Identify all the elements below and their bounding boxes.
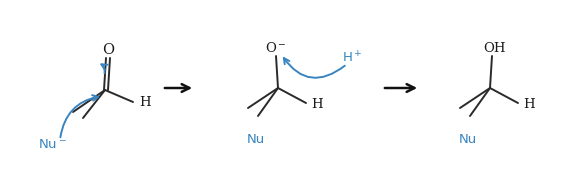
Text: OH: OH bbox=[483, 42, 505, 55]
Text: Nu: Nu bbox=[247, 133, 265, 146]
Text: O: O bbox=[102, 43, 114, 57]
Text: H: H bbox=[139, 95, 151, 109]
Text: H: H bbox=[311, 98, 323, 111]
Text: Nu: Nu bbox=[459, 133, 477, 146]
Text: H: H bbox=[523, 98, 535, 111]
Text: H$^+$: H$^+$ bbox=[342, 50, 362, 66]
Text: Nu$^-$: Nu$^-$ bbox=[38, 139, 67, 152]
Text: O$^-$: O$^-$ bbox=[265, 41, 287, 55]
